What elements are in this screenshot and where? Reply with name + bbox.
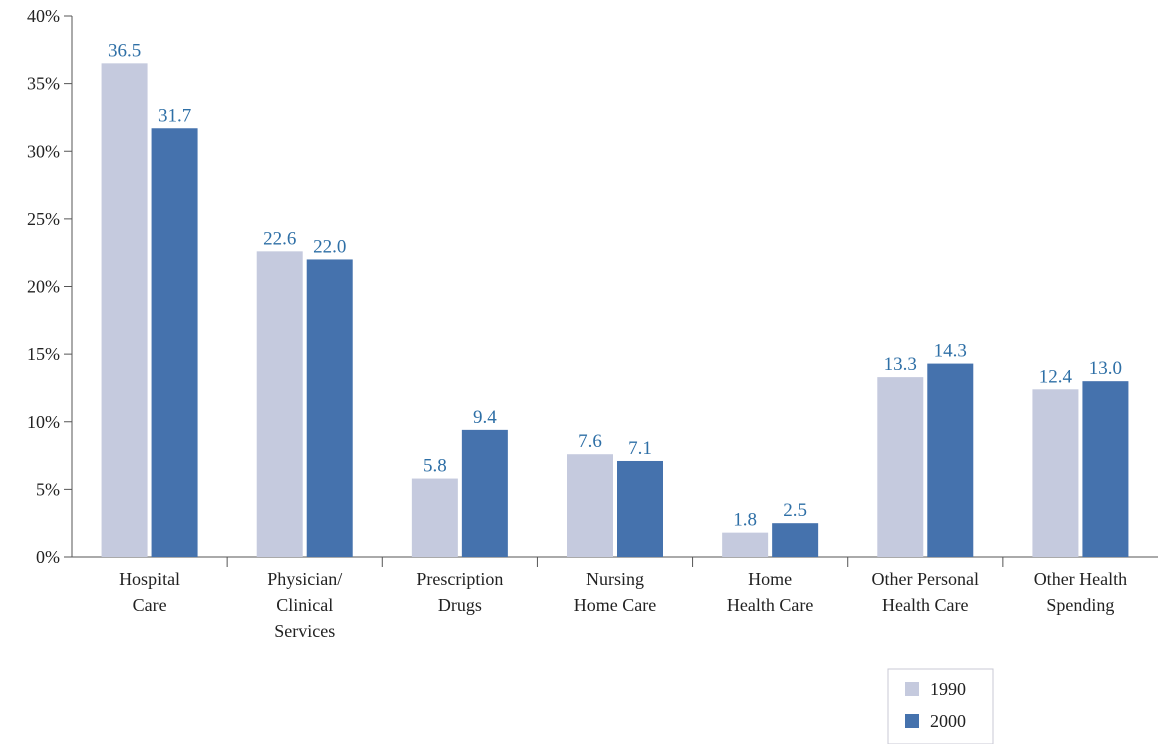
category-label: Nursing Home Care xyxy=(574,569,656,615)
y-tick-label: 5% xyxy=(36,479,60,499)
legend-swatch xyxy=(905,714,919,728)
bar-1990 xyxy=(1032,389,1079,557)
bar-2000 xyxy=(461,429,508,557)
data-label: 13.3 xyxy=(884,354,917,375)
data-label: 7.6 xyxy=(578,431,602,452)
bar-2000 xyxy=(151,128,198,557)
bar-2000 xyxy=(617,460,663,557)
x-axis: Hospital Care Physician/Clinical Services Pr… xyxy=(72,556,1158,641)
bar-2000 xyxy=(306,259,353,557)
y-tick-label: 25% xyxy=(27,209,60,229)
bar-2000 xyxy=(1082,381,1129,557)
legend-label: 1990 xyxy=(930,679,966,699)
data-label: 2.5 xyxy=(783,500,807,521)
category-label: Home Health Care xyxy=(727,569,813,615)
category-label-line: Services xyxy=(274,621,335,641)
category-label-line: Clinical xyxy=(276,595,333,615)
y-tick-label: 10% xyxy=(27,412,60,432)
data-label: 12.4 xyxy=(1039,366,1073,387)
legend: 1990 2000 xyxy=(887,668,994,744)
y-axis: 0% 5% 10% 15% 20% 25% 30% 35% 40% xyxy=(27,6,73,567)
y-tick-label: 35% xyxy=(27,74,60,94)
data-label: 13.0 xyxy=(1089,358,1122,379)
category-label: Physician/Clinical Services xyxy=(267,569,342,641)
bars xyxy=(101,63,1129,558)
data-label: 1.8 xyxy=(733,510,757,531)
data-label: 9.4 xyxy=(473,407,497,428)
category-label-line: Health Care xyxy=(882,595,968,615)
category-label-line: Drugs xyxy=(438,595,482,615)
category-label: Other Personal Health Care xyxy=(872,569,979,615)
data-label: 31.7 xyxy=(158,105,191,126)
bar-1990 xyxy=(877,377,924,557)
bar-2000 xyxy=(772,523,819,557)
y-tick-label: 20% xyxy=(27,277,60,297)
y-tick-label: 0% xyxy=(36,547,60,567)
bar-2000 xyxy=(927,363,974,557)
y-tick-label: 15% xyxy=(27,344,60,364)
legend-box xyxy=(887,668,994,744)
category-label-line: Prescription xyxy=(416,569,503,589)
category-label: Prescription Drugs xyxy=(416,569,503,615)
category-label-line: Other Personal xyxy=(872,569,979,589)
bar-1990 xyxy=(256,251,303,557)
bar-1990 xyxy=(411,478,458,557)
category-label: Other Health Spending xyxy=(1034,569,1127,615)
data-label: 36.5 xyxy=(108,40,141,61)
data-label: 5.8 xyxy=(423,456,447,477)
data-labels: 36.5 31.7 22.6 22.0 5.8 9.4 7.6 7.1 1.8 2.5 13.3 14… xyxy=(108,40,1122,530)
legend-swatch xyxy=(905,682,919,696)
y-tick-label: 30% xyxy=(27,141,60,161)
category-label-line: Home xyxy=(748,569,792,589)
y-tick-label: 40% xyxy=(27,6,60,26)
category-label-line: Physician/ xyxy=(267,569,342,589)
category-label-line: Care xyxy=(133,595,167,615)
data-label: 22.6 xyxy=(263,228,296,249)
category-label-line: Hospital xyxy=(119,569,180,589)
legend-label: 2000 xyxy=(930,711,966,731)
category-label-line: Nursing xyxy=(586,569,644,589)
category-label-line: Health Care xyxy=(727,595,813,615)
category-label-line: Other Health xyxy=(1034,569,1127,589)
bar-1990 xyxy=(101,63,148,558)
data-label: 7.1 xyxy=(628,438,652,459)
category-label-line: Spending xyxy=(1046,595,1114,615)
data-label: 22.0 xyxy=(313,236,346,257)
bar-1990 xyxy=(722,532,769,557)
bar-1990 xyxy=(567,454,613,557)
category-label-line: Home Care xyxy=(574,595,656,615)
category-label: Hospital Care xyxy=(119,569,180,615)
data-label: 14.3 xyxy=(934,341,967,362)
